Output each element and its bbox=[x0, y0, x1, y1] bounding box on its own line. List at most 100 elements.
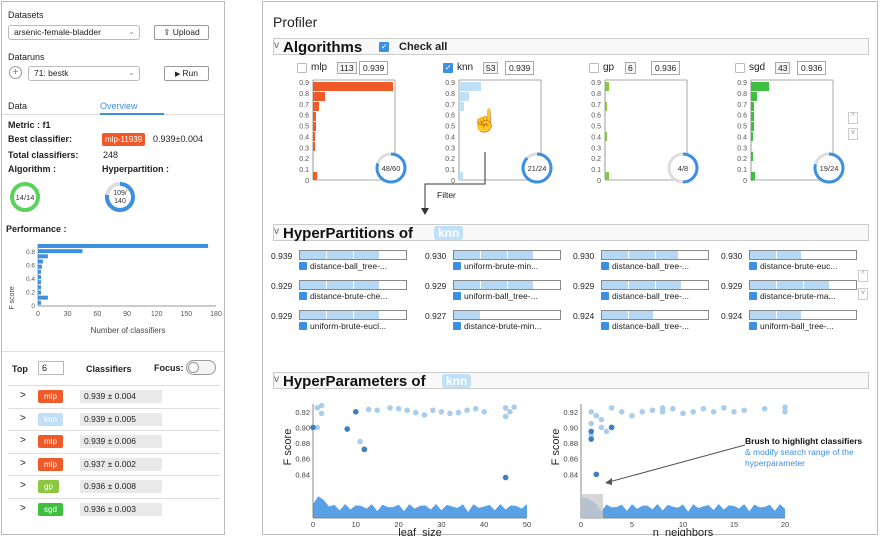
scatter-point[interactable] bbox=[629, 412, 635, 419]
scatter-point[interactable] bbox=[608, 405, 615, 411]
expand-chevron-icon[interactable]: > bbox=[20, 390, 26, 401]
scatter-point[interactable] bbox=[588, 420, 594, 427]
n-neighbors-chart[interactable]: F score 0.92 0.90 0.88 0.86 0.84 0 5 10 15 20 n_nei… bbox=[545, 394, 805, 536]
scatter-point[interactable] bbox=[721, 405, 727, 411]
checkbox-icon[interactable] bbox=[601, 292, 609, 300]
classifier-row[interactable]: > gp 0.936 ± 0.008 bbox=[8, 475, 220, 497]
expand-chevron-icon[interactable]: > bbox=[20, 457, 26, 469]
hyperpartitions-section-header[interactable]: v HyperPartitions of knn bbox=[273, 224, 869, 242]
expand-chevron-icon[interactable]: > bbox=[20, 435, 26, 446]
add-datarun-icon[interactable]: + bbox=[9, 66, 22, 79]
scatter-point-highlighted[interactable] bbox=[310, 424, 316, 431]
upload-button[interactable]: ⇪ Upload bbox=[154, 25, 209, 40]
scatter-point[interactable] bbox=[670, 405, 676, 412]
scatter-point[interactable] bbox=[782, 409, 788, 415]
scatter-point[interactable] bbox=[455, 409, 462, 416]
hyperpartition-item[interactable]: 0.930 uniform-brute-min... bbox=[425, 250, 573, 274]
tab-overview[interactable]: Overview bbox=[100, 101, 138, 111]
scatter-point[interactable] bbox=[395, 405, 402, 412]
hyperpartition-label[interactable]: uniform-ball_tree-... bbox=[453, 291, 538, 301]
scatter-point[interactable] bbox=[502, 413, 509, 420]
scatter-point[interactable] bbox=[598, 424, 605, 431]
scatter-point[interactable] bbox=[507, 409, 513, 415]
scatter-point[interactable] bbox=[412, 409, 419, 416]
scatter-point[interactable] bbox=[438, 409, 445, 415]
algorithm-card-mlp[interactable]: mlp 113 0.939 0.9 0.8 0.7 0.6 0.5 0.4 0.3 0.2 0.1 0 4… bbox=[287, 60, 417, 190]
scatter-point[interactable] bbox=[481, 409, 487, 415]
hyperparameters-section-header[interactable]: v HyperParameters of knn bbox=[273, 372, 869, 390]
hyperpartition-item[interactable]: 0.929 uniform-brute-eucl... bbox=[271, 310, 419, 334]
scatter-point[interactable] bbox=[761, 405, 768, 412]
scatter-point[interactable] bbox=[357, 438, 363, 445]
brush-selection[interactable] bbox=[581, 494, 603, 518]
hyperpartition-label[interactable]: uniform-brute-min... bbox=[453, 261, 538, 271]
hyperpartition-item[interactable]: 0.930 distance-ball_tree-... bbox=[573, 250, 721, 274]
scroll-up-icon[interactable]: ^ bbox=[858, 270, 868, 282]
checkbox-icon[interactable] bbox=[749, 262, 757, 270]
collapse-chevron-icon[interactable]: v bbox=[274, 374, 279, 385]
checkbox-icon[interactable] bbox=[299, 292, 307, 300]
classifier-row[interactable]: > mlp 0.937 ± 0.002 bbox=[8, 452, 220, 475]
scatter-point[interactable] bbox=[731, 409, 737, 415]
classifier-row[interactable]: > sgd 0.936 ± 0.003 bbox=[8, 497, 220, 520]
scatter-point[interactable] bbox=[639, 409, 645, 415]
scatter-point[interactable] bbox=[511, 404, 517, 410]
expand-chevron-icon[interactable]: > bbox=[20, 480, 26, 491]
collapse-chevron-icon[interactable]: v bbox=[274, 226, 279, 237]
hyperpartition-label[interactable]: uniform-brute-eucl... bbox=[299, 321, 386, 331]
scatter-point[interactable] bbox=[690, 409, 696, 415]
density-band[interactable] bbox=[313, 496, 527, 518]
scatter-point[interactable] bbox=[680, 410, 686, 417]
hyperpartition-label[interactable]: distance-brute-min... bbox=[453, 321, 541, 331]
scatter-point[interactable] bbox=[603, 428, 610, 435]
scatter-point[interactable] bbox=[314, 405, 321, 411]
check-all-checkbox[interactable] bbox=[379, 42, 389, 52]
hyperpartition-item[interactable]: 0.939 distance-ball_tree-... bbox=[271, 250, 419, 274]
scatter-point[interactable] bbox=[314, 424, 321, 431]
hyperpartition-label[interactable]: distance-brute-ma... bbox=[749, 291, 836, 301]
focus-toggle[interactable] bbox=[186, 360, 216, 375]
checkbox-icon[interactable] bbox=[453, 292, 461, 300]
classifier-row[interactable]: > knn 0.939 ± 0.005 bbox=[8, 407, 220, 430]
scatter-point-highlighted[interactable] bbox=[502, 474, 509, 481]
checkbox-icon[interactable] bbox=[601, 262, 609, 270]
algorithm-card-gp[interactable]: gp 6 0.936 0.9 0.8 0.7 0.6 0.5 0.4 0.3 0.2 0.1 0 4/8 bbox=[579, 60, 709, 190]
scatter-point[interactable] bbox=[472, 405, 479, 412]
classifier-row[interactable]: > mlp 0.939 ± 0.004 bbox=[8, 385, 220, 407]
hyperpartition-label[interactable]: distance-brute-euc... bbox=[749, 261, 837, 271]
scatter-point[interactable] bbox=[374, 407, 380, 414]
algorithms-section-header[interactable]: v Algorithms Check all bbox=[273, 38, 869, 56]
scatter-point[interactable] bbox=[404, 407, 410, 414]
scatter-point-highlighted[interactable] bbox=[588, 428, 594, 435]
scatter-point-highlighted[interactable] bbox=[344, 426, 351, 432]
scroll-down-icon[interactable]: v bbox=[858, 288, 868, 300]
scatter-point[interactable] bbox=[387, 405, 393, 411]
hyperpartition-item[interactable]: 0.924 distance-ball_tree-... bbox=[573, 310, 721, 334]
hyperpartition-label[interactable]: distance-brute-che... bbox=[299, 291, 387, 301]
density-band[interactable] bbox=[581, 497, 785, 518]
algorithm-checkbox[interactable] bbox=[735, 63, 745, 73]
scatter-point[interactable] bbox=[502, 405, 509, 411]
scatter-point-highlighted[interactable] bbox=[353, 409, 359, 415]
hyperpartition-item[interactable]: 0.929 distance-brute-che... bbox=[271, 280, 419, 304]
checkbox-icon[interactable] bbox=[299, 262, 307, 270]
scatter-point[interactable] bbox=[659, 405, 666, 411]
scatter-point[interactable] bbox=[588, 432, 594, 439]
hyperpartition-label[interactable]: uniform-ball_tree-... bbox=[749, 321, 834, 331]
hyperpartition-item[interactable]: 0.930 distance-brute-euc... bbox=[721, 250, 869, 274]
scatter-point[interactable] bbox=[619, 409, 625, 415]
top-count-input[interactable]: 6 bbox=[38, 361, 64, 375]
hyperpartition-label[interactable]: distance-ball_tree-... bbox=[601, 321, 689, 331]
scatter-point[interactable] bbox=[710, 409, 717, 415]
expand-chevron-icon[interactable]: > bbox=[20, 412, 26, 424]
scatter-point[interactable] bbox=[430, 407, 436, 414]
collapse-chevron-icon[interactable]: v bbox=[274, 40, 279, 51]
hyperpartition-label[interactable]: distance-ball_tree-... bbox=[601, 291, 689, 301]
scroll-down-icon[interactable]: v bbox=[848, 128, 858, 140]
scatter-point[interactable] bbox=[464, 407, 470, 414]
scatter-point[interactable] bbox=[659, 409, 666, 415]
scatter-point[interactable] bbox=[593, 412, 600, 419]
classifier-row[interactable]: > mlp 0.939 ± 0.006 bbox=[8, 430, 220, 452]
dataset-select[interactable]: arsenic-female-bladder ⌄ bbox=[8, 25, 140, 40]
leaf-size-chart[interactable]: F score 0.92 0.90 0.88 0.86 0.84 0 10 20 30 40 50 le… bbox=[277, 394, 547, 536]
